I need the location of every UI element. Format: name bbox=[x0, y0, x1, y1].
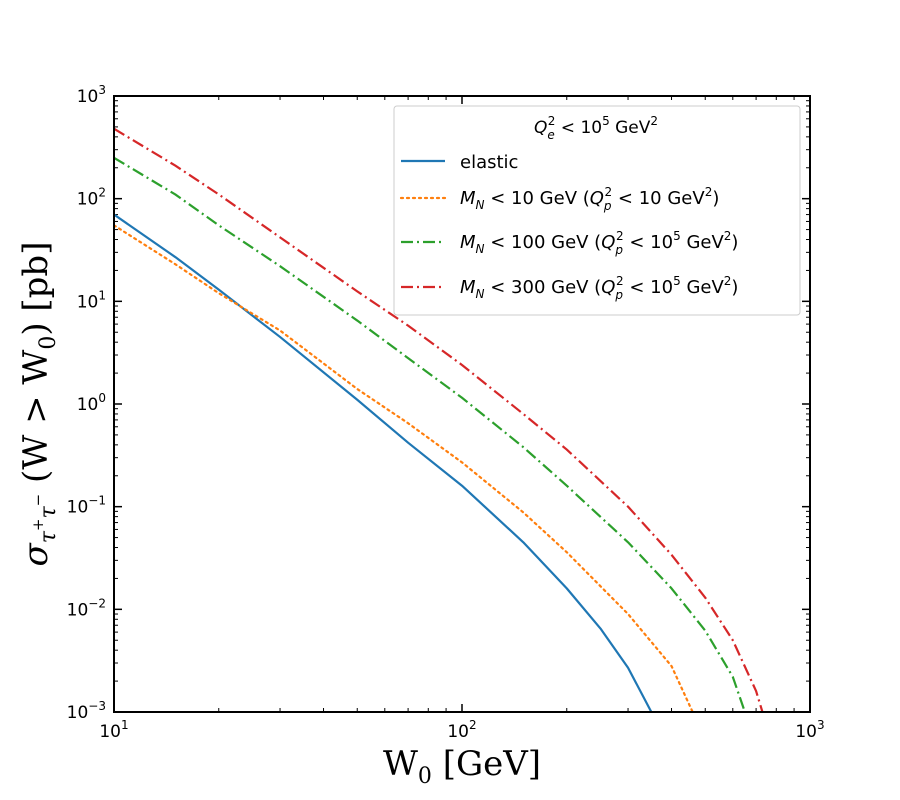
svg-text:στ+τ− (W > W0) [pb]: στ+τ− (W > W0) [pb] bbox=[16, 242, 61, 567]
y-tick-label: 10−2 bbox=[67, 596, 106, 620]
legend-label-mn300: MN < 300 GeV (Qp2 < 105 GeV2) bbox=[460, 274, 738, 302]
tick-labels: 101 102 103 10−3 10−2 10−1 100 101 102 103 bbox=[67, 83, 825, 742]
legend-label-mn100: MN < 100 GeV (Qp2 < 105 GeV2) bbox=[460, 229, 738, 257]
legend-frame bbox=[393, 105, 801, 316]
series-line-mn300 bbox=[114, 127, 764, 712]
x-tick-label: 101 bbox=[99, 718, 128, 742]
x-axis-title: W0 [GeV] bbox=[383, 744, 541, 789]
x-tick-label: 103 bbox=[795, 718, 824, 742]
y-tick-label: 10−3 bbox=[67, 699, 106, 723]
legend-title: Qe2 < 105 GeV2 bbox=[534, 114, 658, 142]
y-tick-label: 102 bbox=[77, 186, 106, 210]
legend: Qe2 < 105 GeV2 elastic MN < 10 GeV (Qp2 … bbox=[393, 105, 801, 316]
legend-label-mn10: MN < 10 GeV (Qp2 < 10 GeV2) bbox=[460, 185, 719, 213]
plot-frame bbox=[113, 95, 811, 713]
y-axis-title: στ+τ− (W > W0) [pb] bbox=[16, 242, 61, 567]
x-tick-label: 102 bbox=[447, 718, 476, 742]
series-line-elastic bbox=[114, 213, 653, 712]
series-layer bbox=[114, 127, 764, 712]
y-tick-label: 10−1 bbox=[67, 494, 106, 518]
series-line-mn10 bbox=[114, 224, 694, 712]
y-tick-label: 101 bbox=[77, 288, 106, 312]
y-tick-label: 100 bbox=[77, 391, 106, 415]
series-line-mn100 bbox=[114, 156, 746, 712]
y-tick-label: 103 bbox=[77, 83, 106, 107]
legend-label-elastic: elastic bbox=[460, 152, 518, 173]
